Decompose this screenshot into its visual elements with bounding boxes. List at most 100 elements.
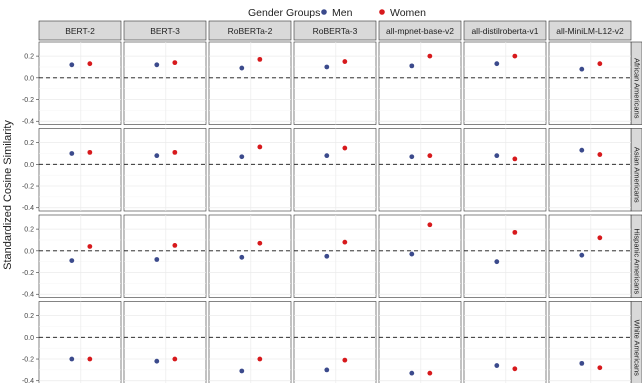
column-strip-3 (293, 20, 377, 41)
point-men (239, 368, 245, 374)
y-tick-label: 0.2 (24, 140, 34, 147)
point-men (579, 252, 585, 258)
panel-3-3 (293, 301, 377, 385)
point-women (342, 59, 348, 64)
panel-1-2 (208, 128, 292, 212)
panel-1-1 (123, 128, 207, 212)
panel-frame (293, 41, 377, 125)
point-men (69, 151, 75, 156)
panel-1-4 (378, 128, 462, 212)
panel-frame (463, 128, 547, 212)
point-men (494, 153, 500, 159)
column-label-1: BERT-3 (150, 26, 180, 36)
column-label-5: all-distilroberta-v1 (471, 26, 538, 36)
panel-frame (463, 214, 547, 298)
column-strip-4 (378, 20, 462, 41)
panel-0-2 (208, 41, 292, 125)
panel-frame (123, 41, 207, 125)
point-men (324, 367, 330, 373)
panel-frame (378, 128, 462, 212)
panel-3-4 (378, 301, 462, 385)
panel-frame (378, 41, 462, 125)
y-tick-label: 0.0 (24, 162, 34, 169)
point-men (69, 356, 75, 362)
point-men (409, 63, 415, 69)
panel-2-4 (378, 214, 462, 298)
row-label-0: African Americans (633, 58, 642, 119)
y-tick-label: -0.4 (22, 292, 34, 299)
row-label-2: Hispanic Americans (633, 228, 642, 294)
point-men (579, 66, 585, 72)
y-tick-label: -0.2 (22, 270, 34, 277)
panel-frame (548, 214, 632, 298)
panel-0-0 (38, 41, 122, 125)
panel-frame (378, 214, 462, 298)
y-tick-label: 0.2 (24, 227, 34, 234)
panel-0-4 (378, 41, 462, 125)
point-women (512, 156, 518, 162)
point-women (342, 239, 348, 245)
panel-0-6 (548, 41, 632, 125)
point-women (172, 242, 178, 248)
point-men (239, 154, 245, 160)
y-tick-label: 0.0 (24, 75, 34, 82)
panel-frame (548, 301, 632, 385)
point-men (154, 153, 160, 159)
y-tick-label: -0.4 (22, 378, 34, 383)
legend-label-women: Women (390, 7, 426, 19)
column-label-0: BERT-2 (65, 26, 95, 36)
point-women (597, 235, 603, 241)
point-women (342, 145, 348, 151)
y-tick-label: 0.0 (24, 335, 34, 342)
point-women (257, 240, 263, 246)
legend-marker-women (379, 9, 385, 15)
column-strip-1 (123, 20, 207, 41)
panel-frame (38, 128, 122, 212)
panel-frame (293, 301, 377, 385)
panel-3-1 (123, 301, 207, 385)
point-women (87, 61, 93, 67)
panel-frame (38, 41, 122, 125)
panel-0-3 (293, 41, 377, 125)
column-label-6: all-MiniLM-L12-v2 (556, 26, 624, 36)
column-strip-5 (463, 20, 547, 41)
point-women (172, 356, 178, 362)
point-men (409, 370, 415, 376)
point-men (409, 251, 415, 257)
legend-marker-men (321, 9, 327, 15)
point-women (257, 56, 263, 62)
y-axis-label: Standardized Cosine Similarity (2, 120, 14, 270)
point-men (494, 363, 500, 368)
y-tick-label: -0.4 (22, 119, 34, 126)
panel-2-6 (548, 214, 632, 298)
legend-label-men: Men (332, 7, 353, 19)
panel-frame (293, 128, 377, 212)
point-women (87, 149, 93, 155)
point-men (154, 62, 160, 68)
column-strip-0 (38, 20, 122, 41)
column-strip-6 (548, 20, 632, 41)
panel-frame (208, 128, 292, 212)
point-men (324, 253, 330, 259)
point-women (87, 356, 93, 362)
point-men (239, 254, 245, 260)
y-tick-label: -0.2 (22, 97, 34, 104)
point-men (494, 259, 500, 265)
y-tick-label: -0.2 (22, 184, 34, 191)
panel-frame (378, 301, 462, 385)
point-women (427, 153, 433, 159)
panel-3-5 (463, 301, 547, 385)
point-men (409, 154, 415, 160)
point-women (427, 370, 433, 376)
panel-frame (208, 214, 292, 298)
column-label-2: RoBERTa-2 (228, 26, 273, 36)
point-women (512, 53, 518, 59)
panel-frame (123, 214, 207, 298)
y-tick-label: -0.2 (22, 357, 34, 364)
panel-1-6 (548, 128, 632, 212)
point-women (172, 60, 178, 66)
point-women (512, 366, 518, 372)
panel-1-0 (38, 128, 122, 212)
column-strip-2 (208, 20, 292, 41)
